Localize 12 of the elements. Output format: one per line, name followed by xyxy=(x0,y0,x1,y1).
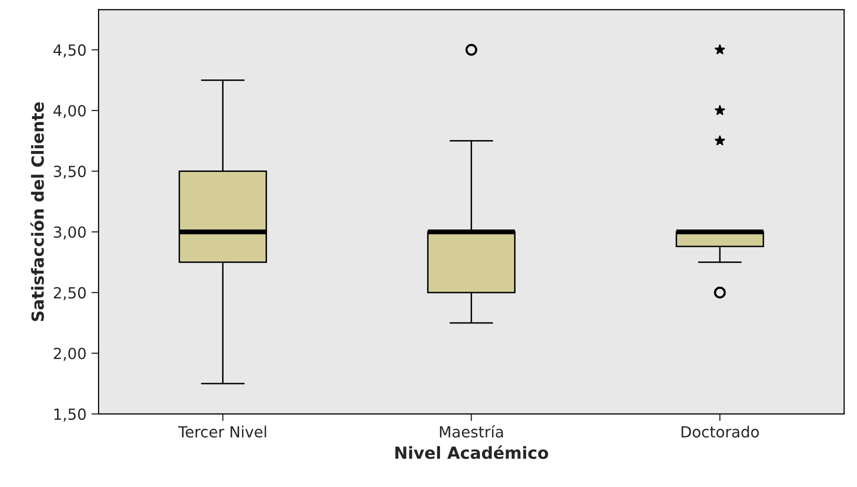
y-tick-label: 4,00 xyxy=(53,104,86,118)
y-tick-label: 1,50 xyxy=(54,408,86,422)
x-tick-label: Tercer Nivel xyxy=(178,426,266,438)
y-tick-label: 2,00 xyxy=(54,348,86,361)
y-tick-label: 3,50 xyxy=(54,166,86,179)
y-tick-label: 3,00 xyxy=(54,226,86,240)
x-axis-title: Nivel Académico xyxy=(395,445,548,459)
x-tick-label: Doctorado xyxy=(682,426,759,438)
y-tick-label: 4,50 xyxy=(53,44,86,58)
x-tick-label: Maestría xyxy=(440,425,503,438)
y-axis-title: Satisfacción del Cliente xyxy=(30,102,44,322)
y-tick-label: 2,50 xyxy=(54,287,86,300)
